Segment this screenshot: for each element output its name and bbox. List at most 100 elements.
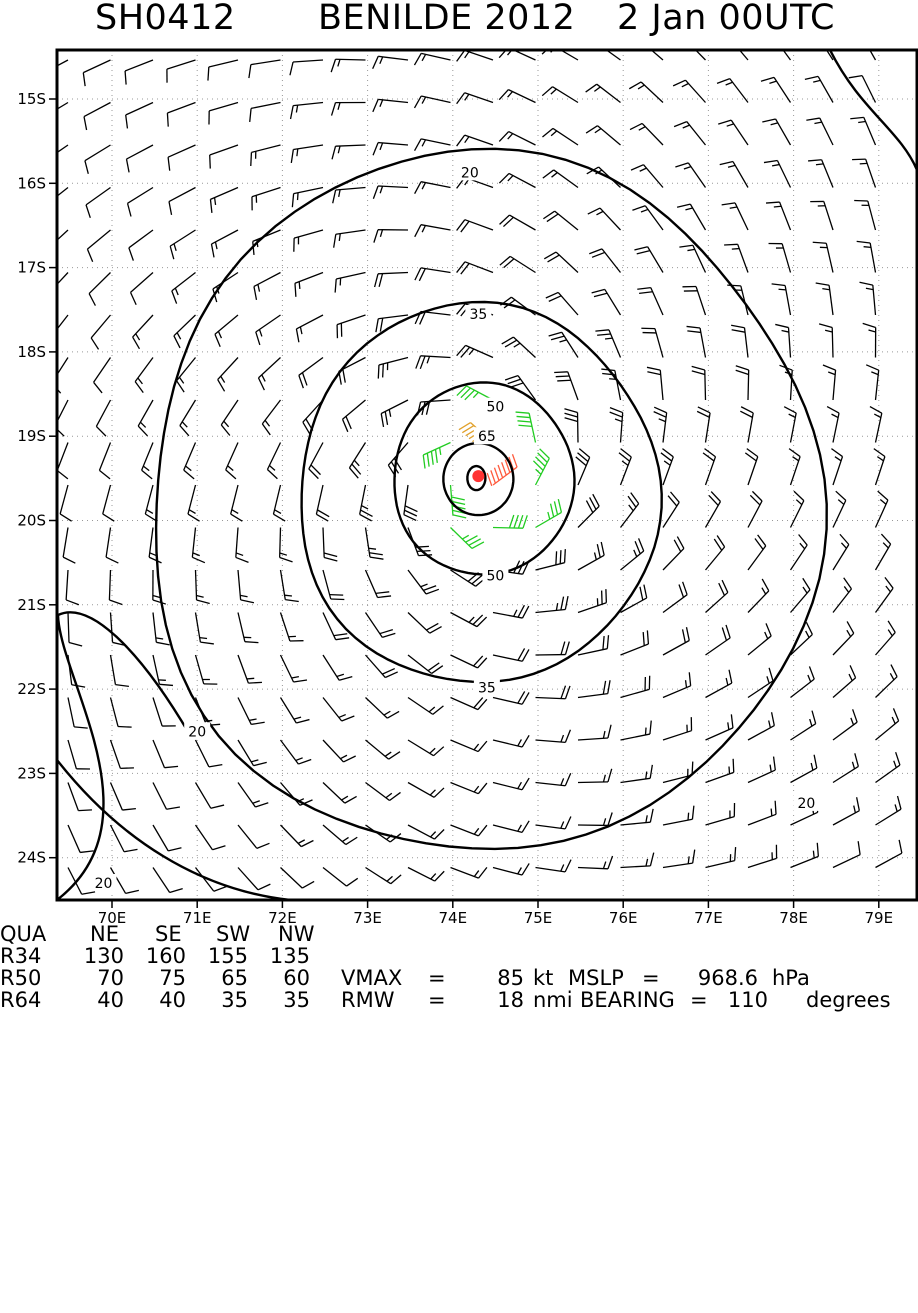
header-qua: QUA [0,924,46,946]
barb-feather [245,642,259,643]
contour-label: 65 [478,429,496,445]
y-tick-label: 19S [17,427,46,445]
contour-label: 50 [486,568,504,584]
barb-feather [251,152,252,166]
barb-feather [208,67,209,81]
barb-half-feather [369,548,376,549]
barb-feather [672,39,684,45]
mslp-equals: = [642,968,660,990]
barb-feather [724,244,738,245]
barb-feather [560,550,561,564]
barb-half-feather [298,193,299,200]
header-nw: NW [278,924,314,946]
rmw-value: 18 [470,990,524,1012]
barb-feather [727,285,741,286]
barb-feather [48,294,55,306]
barb-half-feather [774,206,781,207]
barb-half-feather [297,149,298,156]
contour-label: 20 [188,724,206,740]
y-tick-label: 15S [17,90,46,108]
barb-half-feather [725,41,732,44]
barb-feather [46,250,52,262]
bearing-unit: degrees [806,990,891,1012]
contour-label: 50 [486,400,504,416]
rmw-label: RMW [341,990,394,1012]
barb-feather [556,376,570,377]
r64-nw: 35 [252,990,310,1012]
barb-half-feather [729,767,730,774]
barb-feather [44,206,49,219]
barb-half-feather [285,595,292,596]
vmax-label: VMAX [341,968,402,990]
mslp-label: MSLP [568,968,624,990]
r50-ne: 70 [66,968,124,990]
barb-feather [248,682,262,683]
r50-se: 75 [128,968,186,990]
barb-half-feather [247,678,254,679]
barb-half-feather [771,809,772,816]
barb-half-feather [816,164,823,165]
barb-feather [557,380,571,381]
barb-half-feather [779,289,786,290]
barb-staff [832,328,833,358]
r34-ne: 130 [66,946,124,968]
barb-half-feather [645,728,646,735]
r50-sw: 65 [190,968,248,990]
r64-sw: 35 [190,990,248,1012]
barb-feather [733,759,734,773]
barb-feather [42,118,45,131]
barb-half-feather [200,638,207,639]
barb-feather [383,364,384,378]
vmax-unit: kt [533,968,553,990]
plot-area [57,50,917,900]
rmw-unit: nmi [533,990,573,1012]
barb-half-feather [605,338,612,339]
barb-feather [556,551,557,565]
contour-label: 20 [797,796,815,812]
rmw-equals: = [428,990,446,1012]
barb-feather [716,37,729,42]
barb-feather [378,365,379,379]
r34-se: 160 [128,946,186,968]
mslp-unit: hPa [772,968,810,990]
barb-half-feather [681,42,687,46]
row-label: R50 [0,968,41,990]
barb-feather [118,727,132,728]
y-tick-label: 20S [17,512,46,530]
barb-half-feather [688,856,689,863]
storm-center-marker [472,470,484,482]
y-tick-label: 23S [17,764,46,782]
contour-label: 35 [478,680,496,696]
barb-feather [295,283,296,297]
barb-half-feather [864,247,871,248]
y-tick-label: 21S [17,596,46,614]
row-label: R34 [0,946,41,968]
barb-feather [804,35,817,39]
barb-half-feather [813,851,814,858]
barb-feather [847,34,860,37]
mslp-value: 968.6 [670,968,758,990]
bearing-equals: = [690,990,708,1012]
r64-se: 40 [128,990,186,1012]
barb-feather [629,40,641,47]
r34-nw: 135 [252,946,310,968]
radii-row-r50: R50 70 75 65 60 VMAX = 85 kt MSLP = 968.… [0,968,27,990]
barb-feather [331,599,345,600]
header-se: SE [155,924,182,946]
barb-half-feather [299,282,300,289]
barb-half-feather [732,249,739,250]
barb-feather [775,801,776,815]
barb-feather [565,549,566,563]
barb-feather [854,200,868,201]
contour-label: 20 [95,876,113,892]
y-tick-label: 24S [17,849,46,867]
barb-feather [210,155,211,169]
barb-half-feather [688,813,689,820]
barb-feather [554,372,568,373]
contour-label: 20 [461,165,479,181]
radii-row-r34: R34 130 160 155 135 [0,946,27,968]
barb-feather [760,36,773,40]
barb-half-feather [637,43,643,47]
